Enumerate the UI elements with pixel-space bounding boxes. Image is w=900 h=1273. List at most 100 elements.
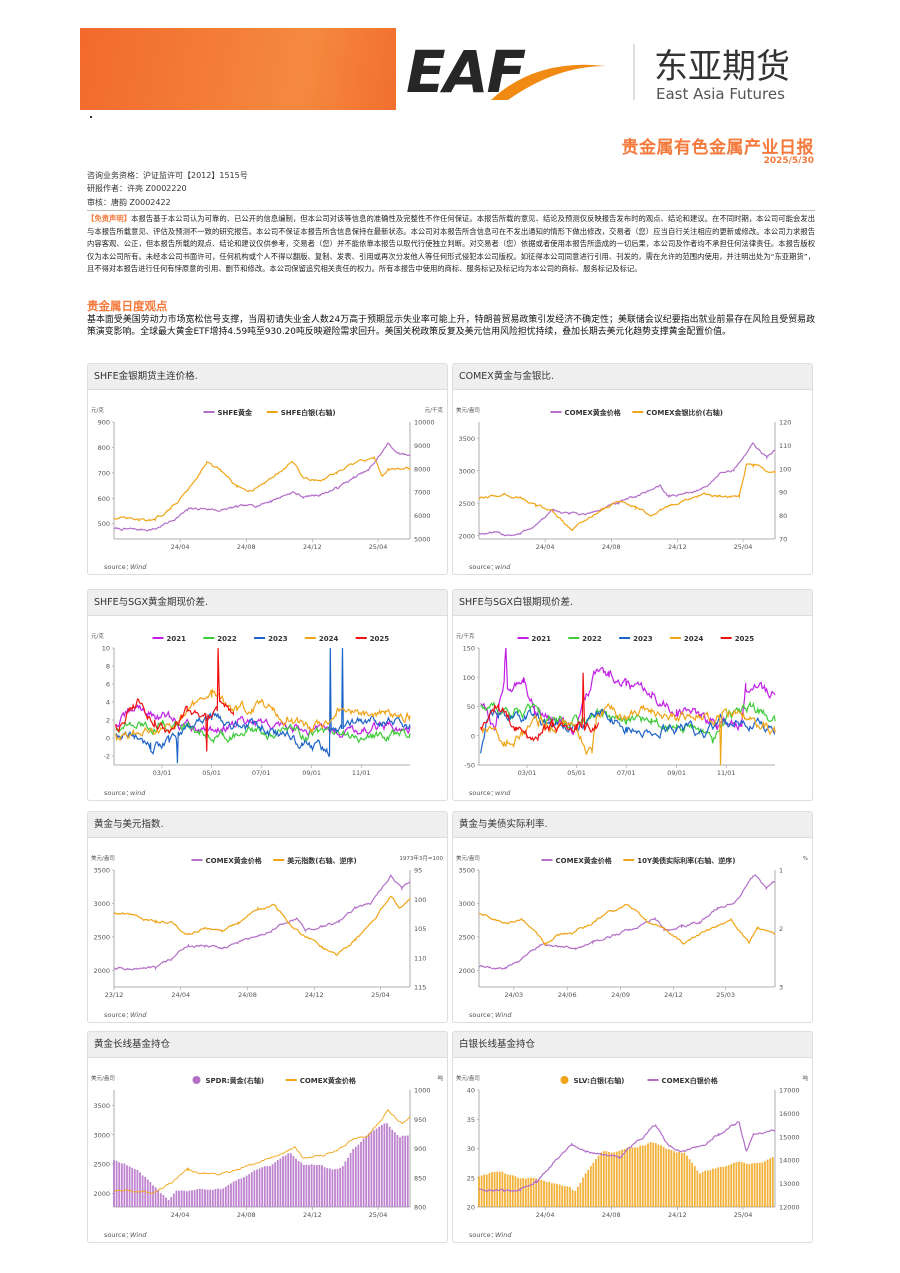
- right-tick-label: 70: [779, 536, 787, 544]
- dot-mark: [90, 116, 92, 118]
- bar: [626, 1147, 629, 1207]
- x-tick-label: 24/12: [664, 991, 683, 999]
- y-tick-label: 2500: [458, 500, 475, 508]
- bar: [654, 1143, 657, 1207]
- legend-label: COMEX黄金价格: [300, 1076, 357, 1085]
- bar: [146, 1179, 149, 1207]
- bar: [360, 1141, 362, 1207]
- right-tick-label: 950: [414, 1116, 426, 1124]
- line-series-2023: [115, 647, 411, 764]
- x-tick-label: 09/01: [667, 769, 686, 777]
- line-series-SHFE白银(右轴): [113, 455, 411, 523]
- chart-panel: 黄金与美元指数. 2000 2500 3000 3500 美元/盎司 95 100 105 110…: [87, 811, 448, 1023]
- line-series-COMEX黄金价格: [113, 1109, 411, 1195]
- right-tick-label: 12000: [779, 1204, 800, 1212]
- right-tick-label: 90: [779, 489, 787, 497]
- bar: [592, 1162, 595, 1207]
- y-tick-label: 2: [106, 717, 110, 725]
- bar: [180, 1190, 183, 1207]
- source-value: Wind: [130, 1231, 147, 1239]
- bar: [271, 1164, 274, 1207]
- y-tick-label: 8: [106, 663, 110, 671]
- bar: [149, 1182, 152, 1207]
- bar: [756, 1163, 759, 1207]
- legend-label: SHFE白银(右轴): [281, 408, 336, 417]
- line-series-2025: [480, 672, 600, 742]
- x-tick-label: 07/01: [252, 769, 271, 777]
- line-series-2021: [480, 647, 776, 736]
- bar: [545, 1182, 548, 1207]
- right-tick-label: 14000: [779, 1157, 800, 1165]
- bar: [113, 1160, 115, 1207]
- bar: [665, 1148, 668, 1207]
- disclaimer: 【免责声明】本报告基于本公司认为可靠的、已公开的信息编制，但本公司对该等信息的准…: [87, 210, 815, 276]
- bar: [201, 1189, 204, 1207]
- bar: [769, 1158, 772, 1207]
- right-axis-unit: 元/千克: [425, 406, 444, 414]
- bar: [561, 1185, 564, 1207]
- bar: [183, 1190, 186, 1207]
- x-tick-label: 09/01: [302, 769, 321, 777]
- right-tick-label: 5000: [414, 536, 431, 544]
- line-series-2022: [115, 720, 411, 744]
- right-tick-label: 10000: [414, 419, 435, 427]
- legend-label: 2021: [167, 635, 187, 643]
- legend-label: 2021: [532, 635, 552, 643]
- x-tick-label: 24/12: [668, 1211, 687, 1219]
- bar: [693, 1166, 696, 1207]
- bar: [391, 1129, 394, 1207]
- chart-panel: 黄金长线基金持仓 2000 2500 3000 3500 美元/盎司 800 850 900 95…: [87, 1031, 448, 1243]
- bar: [380, 1124, 383, 1207]
- source-value: Wind: [495, 1011, 512, 1019]
- disclaimer-text: 本报告基于本公司认为可靠的、已公开的信息编制，但本公司对该等信息的准确性及完整性…: [87, 214, 815, 274]
- x-tick-label: 24/12: [303, 1211, 322, 1219]
- bar-series: [113, 1123, 409, 1207]
- y-tick-label: 3500: [93, 867, 110, 875]
- legend-label: 2023: [633, 635, 653, 643]
- bar: [123, 1163, 126, 1207]
- bar: [740, 1161, 743, 1207]
- bar: [704, 1170, 707, 1207]
- y-tick-label: 50: [467, 703, 475, 711]
- legend-label: 2024: [319, 635, 339, 643]
- y-tick-label: 800: [98, 444, 110, 452]
- bar: [764, 1161, 766, 1207]
- left-axis-unit: 美元/盎司: [91, 854, 115, 862]
- bar: [657, 1144, 660, 1207]
- bar: [237, 1178, 240, 1207]
- bar: [263, 1166, 266, 1207]
- bar: [279, 1158, 282, 1207]
- bar: [406, 1135, 409, 1207]
- y-tick-label: 4: [106, 699, 110, 707]
- bar: [388, 1126, 391, 1207]
- bar: [308, 1165, 310, 1207]
- left-axis-unit: 美元/盎司: [91, 1074, 115, 1082]
- bar: [618, 1150, 621, 1207]
- legend-label: 2025: [735, 635, 755, 643]
- y-tick-label: 3000: [458, 467, 475, 475]
- y-tick-label: 3000: [458, 900, 475, 908]
- right-tick-label: 100: [414, 896, 426, 904]
- y-tick-label: 150: [463, 645, 475, 653]
- line-series-2023: [480, 708, 776, 754]
- legend-label: COMEX金银比价(右轴): [646, 408, 723, 417]
- company-name-cn: 东亚期货: [654, 47, 790, 87]
- bar: [282, 1156, 284, 1207]
- source-label: source：: [469, 789, 497, 797]
- bar: [550, 1183, 553, 1207]
- bar: [556, 1183, 558, 1207]
- source-label: source：: [104, 789, 132, 797]
- bar: [491, 1172, 493, 1207]
- chart-svg: 2000 2500 3000 3500 美元/盎司 70 80 90 100 110 120 24/0…: [456, 406, 791, 571]
- bar: [745, 1163, 748, 1207]
- bar: [157, 1190, 160, 1207]
- bar: [493, 1171, 496, 1207]
- legend-label: 2023: [268, 635, 288, 643]
- x-tick-label: 25/04: [369, 1211, 388, 1219]
- bar: [401, 1135, 404, 1207]
- bar: [323, 1167, 326, 1207]
- bar: [258, 1168, 261, 1207]
- line-series-COMEX黄金价格: [113, 873, 411, 971]
- bar: [250, 1172, 253, 1207]
